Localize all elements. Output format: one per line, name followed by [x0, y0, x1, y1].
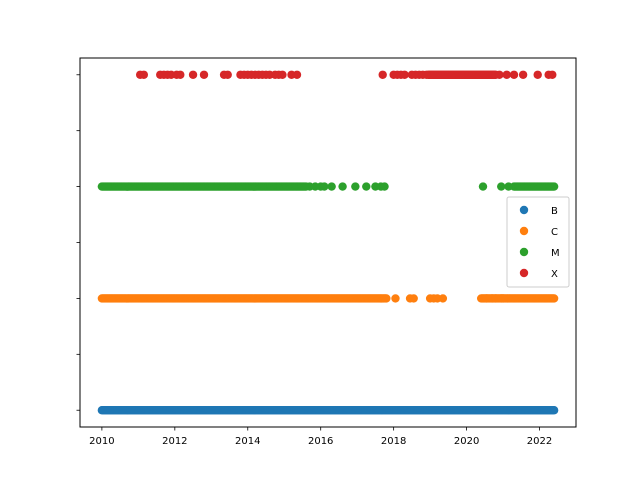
legend-label: B	[551, 206, 558, 217]
data-point	[549, 294, 559, 303]
plot-area-frame	[79, 57, 577, 428]
data-point	[380, 182, 389, 191]
data-point	[278, 70, 287, 79]
data-point	[292, 70, 302, 79]
data-point	[504, 182, 513, 191]
data-point	[497, 182, 506, 191]
legend-label: X	[551, 269, 558, 280]
data-point	[382, 294, 391, 303]
data-point	[549, 182, 559, 191]
x-tick-label: 2014	[235, 436, 260, 447]
data-point	[391, 294, 400, 303]
legend-box	[506, 196, 570, 288]
series-M-points	[97, 182, 559, 191]
data-point	[549, 406, 559, 415]
data-point	[400, 70, 409, 79]
data-point	[548, 70, 557, 79]
series-C-points	[97, 294, 559, 303]
legend-marker	[519, 226, 529, 236]
data-point	[176, 70, 185, 79]
legend-marker	[519, 205, 529, 215]
y-axis	[76, 74, 80, 411]
data-point	[498, 294, 508, 303]
data-point	[478, 182, 488, 191]
data-point	[422, 70, 431, 79]
legend-item-B: B	[519, 205, 558, 217]
series-X-points	[135, 70, 557, 79]
data-point	[518, 70, 528, 79]
data-point	[199, 70, 209, 79]
data-point	[409, 294, 418, 303]
data-point	[533, 70, 542, 79]
data-point	[509, 70, 519, 79]
data-point	[502, 70, 511, 79]
data-point	[188, 70, 198, 79]
data-point	[438, 294, 448, 303]
x-tick-label: 2012	[162, 436, 187, 447]
legend-label: C	[551, 227, 558, 238]
data-point	[495, 70, 504, 79]
series-B-points	[97, 406, 559, 415]
data-point	[338, 182, 347, 191]
legend-label: M	[551, 248, 560, 259]
x-tick-label: 2010	[89, 436, 114, 447]
legend-item-X: X	[519, 268, 558, 280]
legend-marker	[519, 247, 529, 257]
x-tick-label: 2016	[308, 436, 333, 447]
data-point	[362, 182, 371, 191]
x-axis: 2010 2012 2014 2016 2018 2020 2022	[89, 427, 552, 447]
x-tick-label: 2022	[527, 436, 552, 447]
data-point	[351, 182, 360, 191]
legend-item-C: C	[519, 226, 558, 238]
data-point	[223, 70, 232, 79]
x-tick-label: 2020	[454, 436, 479, 447]
data-point	[320, 182, 329, 191]
data-point	[139, 70, 149, 79]
legend-item-M: M	[519, 247, 560, 259]
data-point	[378, 70, 387, 79]
data-point	[327, 182, 336, 191]
data-points	[97, 70, 559, 415]
x-tick-label: 2018	[381, 436, 406, 447]
legend-marker	[519, 268, 529, 278]
